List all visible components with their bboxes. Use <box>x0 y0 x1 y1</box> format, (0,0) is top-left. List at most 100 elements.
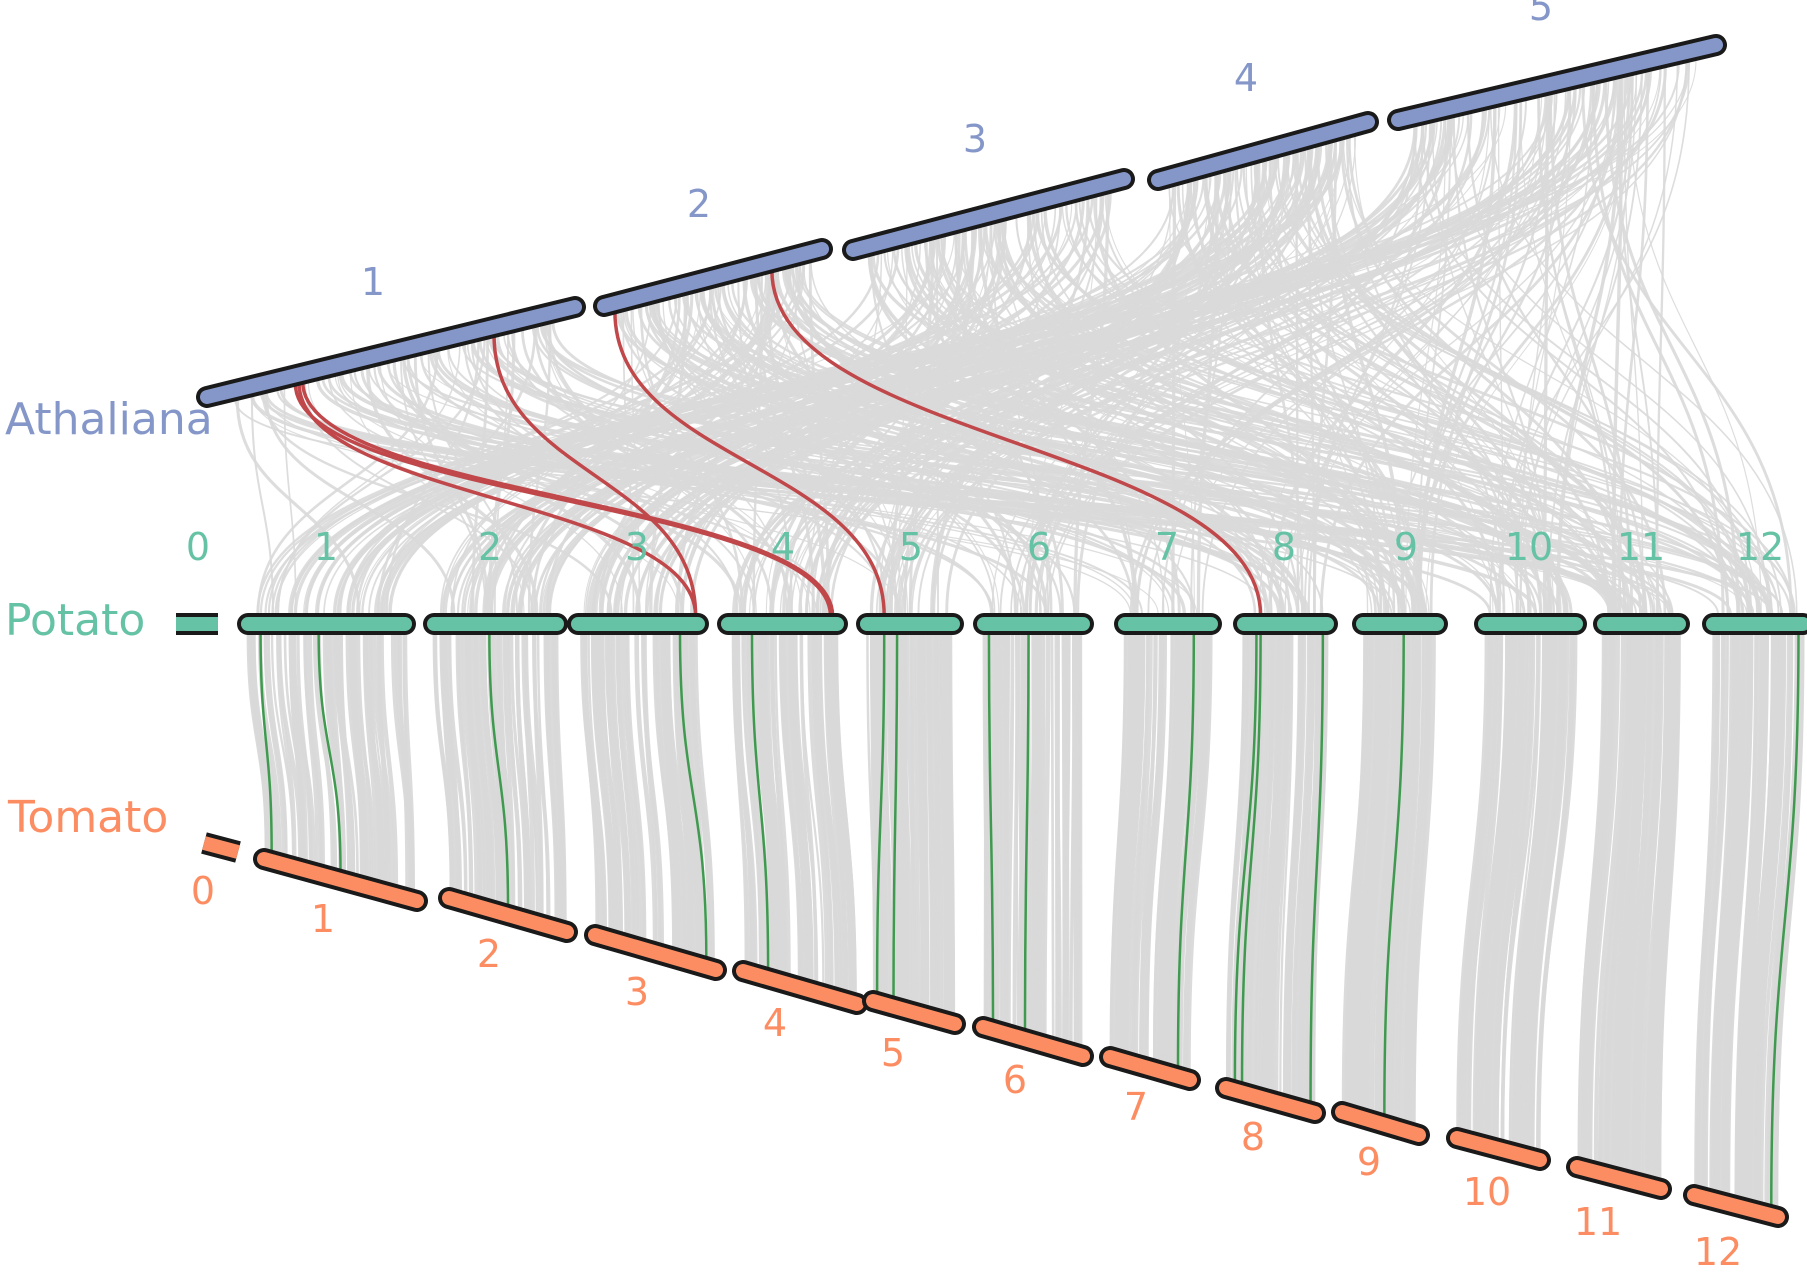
chromosome-label-potato-2: 2 <box>478 525 502 569</box>
background-link-potato-tomato <box>1593 633 1625 1162</box>
background-link-potato-tomato <box>1493 633 1530 1139</box>
chromosome-tomato-4[interactable] <box>736 964 864 1011</box>
background-link-athaliana-potato <box>798 264 1792 615</box>
background-link-potato-tomato <box>1131 633 1153 1054</box>
chromosome-athaliana-2[interactable] <box>597 242 829 313</box>
chromosome-tomato-6[interactable] <box>976 1020 1090 1063</box>
background-link-potato-tomato <box>674 633 692 953</box>
background-link-athaliana-potato <box>334 375 1198 615</box>
highlight-link-potato-tomato-14 <box>1770 631 1800 1208</box>
background-link-athaliana-potato <box>1074 201 1632 615</box>
chromosome-label-tomato-9: 9 <box>1357 1140 1381 1184</box>
background-link-athaliana-potato <box>870 255 1017 615</box>
background-link-athaliana-potato <box>1196 173 1219 615</box>
background-link-potato-tomato <box>390 633 413 890</box>
chromosome-athaliana-4[interactable] <box>1151 115 1375 187</box>
background-link-potato-tomato <box>770 633 789 974</box>
highlight-link-athaliana-potato-2 <box>300 381 835 617</box>
background-link-potato-tomato <box>912 633 921 1004</box>
background-link-potato-tomato <box>508 633 521 909</box>
background-link-potato-tomato <box>1537 633 1574 1150</box>
background-link-potato-tomato <box>1580 633 1608 1159</box>
chromosome-tomato-5[interactable] <box>866 994 962 1031</box>
background-link-potato-tomato <box>1247 633 1265 1085</box>
chromosome-tomato-7[interactable] <box>1103 1050 1197 1087</box>
chromosome-label-athaliana-2: 2 <box>687 182 711 226</box>
background-link-potato-tomato <box>1161 633 1186 1063</box>
background-link-athaliana-potato <box>1429 101 1523 615</box>
background-link-potato-tomato <box>1355 633 1380 1107</box>
background-link-potato-tomato <box>1125 633 1146 1052</box>
background-link-athaliana-potato <box>1549 94 1634 615</box>
chromosome-label-tomato-4: 4 <box>763 1001 787 1045</box>
background-link-potato-tomato <box>1695 633 1715 1186</box>
highlight-link-athaliana-potato-5 <box>770 270 1263 617</box>
background-link-potato-tomato <box>1042 633 1051 1035</box>
background-link-potato-tomato <box>933 633 939 1010</box>
species-label-potato: Potato <box>5 595 145 646</box>
background-link-potato-tomato <box>1524 633 1563 1147</box>
background-link-potato-tomato <box>1279 633 1294 1094</box>
background-link-athaliana-potato <box>305 253 880 615</box>
chromosome-athaliana-1[interactable] <box>200 300 582 404</box>
chromosome-tomato-12[interactable] <box>1687 1188 1785 1224</box>
background-link-potato-tomato <box>919 633 927 1006</box>
background-link-athaliana-potato <box>908 109 1485 615</box>
background-link-potato-tomato <box>1746 633 1777 1200</box>
background-link-athaliana-potato <box>796 265 1769 615</box>
background-link-potato-tomato <box>827 633 846 991</box>
background-link-potato-tomato <box>795 633 818 983</box>
chromosome-tomato-8[interactable] <box>1219 1081 1322 1120</box>
background-link-athaliana-potato <box>1309 147 1520 615</box>
background-link-potato-tomato <box>379 633 399 886</box>
background-link-potato-tomato <box>524 633 544 915</box>
chromosome-tomato-0[interactable] <box>202 836 240 859</box>
background-link-athaliana-potato <box>368 367 1393 615</box>
background-link-potato-tomato <box>899 633 906 1000</box>
background-link-athaliana-potato <box>1626 75 1762 615</box>
background-link-potato-tomato <box>1613 633 1641 1168</box>
background-link-potato-tomato <box>1153 633 1176 1061</box>
chromosome-tomato-3[interactable] <box>588 928 723 977</box>
chromosome-tomato-9[interactable] <box>1335 1105 1426 1142</box>
chromosome-tomato-2[interactable] <box>442 891 574 939</box>
background-link-athaliana-potato <box>1093 196 1387 615</box>
chromosome-tomato-10[interactable] <box>1450 1131 1547 1167</box>
background-link-athaliana-potato <box>1328 142 1405 615</box>
background-link-athaliana-potato <box>1292 152 1729 615</box>
chromosome-tomato-1[interactable] <box>257 852 424 908</box>
background-link-athaliana-potato <box>869 181 1191 615</box>
background-link-potato-tomato <box>1130 633 1150 1054</box>
background-link-potato-tomato <box>496 633 513 906</box>
highlighted-synteny-links <box>259 270 1800 1208</box>
background-link-potato-tomato <box>927 633 936 1008</box>
background-link-potato-tomato <box>1284 633 1305 1096</box>
background-link-potato-tomato <box>434 633 453 889</box>
background-link-potato-tomato <box>779 633 801 978</box>
background-link-athaliana-potato <box>1263 160 1782 615</box>
background-link-athaliana-potato <box>1315 145 1553 615</box>
background-link-potato-tomato <box>1374 633 1398 1113</box>
chromosome-label-tomato-3: 3 <box>625 970 649 1014</box>
background-link-potato-tomato <box>626 633 647 940</box>
background-link-athaliana-potato <box>810 261 1373 615</box>
background-link-potato-tomato <box>1392 633 1418 1118</box>
highlight-link-potato-tomato-4 <box>750 631 770 971</box>
background-link-potato-tomato <box>606 633 623 933</box>
chromosome-tomato-11[interactable] <box>1570 1160 1668 1196</box>
chromosome-athaliana-3[interactable] <box>846 172 1131 257</box>
chromosome-athaliana-5[interactable] <box>1391 38 1723 127</box>
background-link-potato-tomato <box>1311 633 1329 1103</box>
background-link-athaliana-potato <box>1135 84 1593 615</box>
highlight-link-potato-tomato-11 <box>1240 631 1262 1085</box>
background-link-athaliana-potato <box>539 325 1774 615</box>
background-link-potato-tomato <box>774 633 791 975</box>
highlight-link-potato-tomato-1 <box>317 631 342 873</box>
background-link-athaliana-potato <box>659 61 1691 615</box>
background-link-potato-tomato <box>1727 633 1754 1195</box>
chromosome-label-potato-10: 10 <box>1505 525 1553 569</box>
background-link-potato-tomato <box>1225 633 1247 1079</box>
background-link-potato-tomato <box>1111 633 1131 1049</box>
background-link-potato-tomato <box>1743 633 1769 1199</box>
